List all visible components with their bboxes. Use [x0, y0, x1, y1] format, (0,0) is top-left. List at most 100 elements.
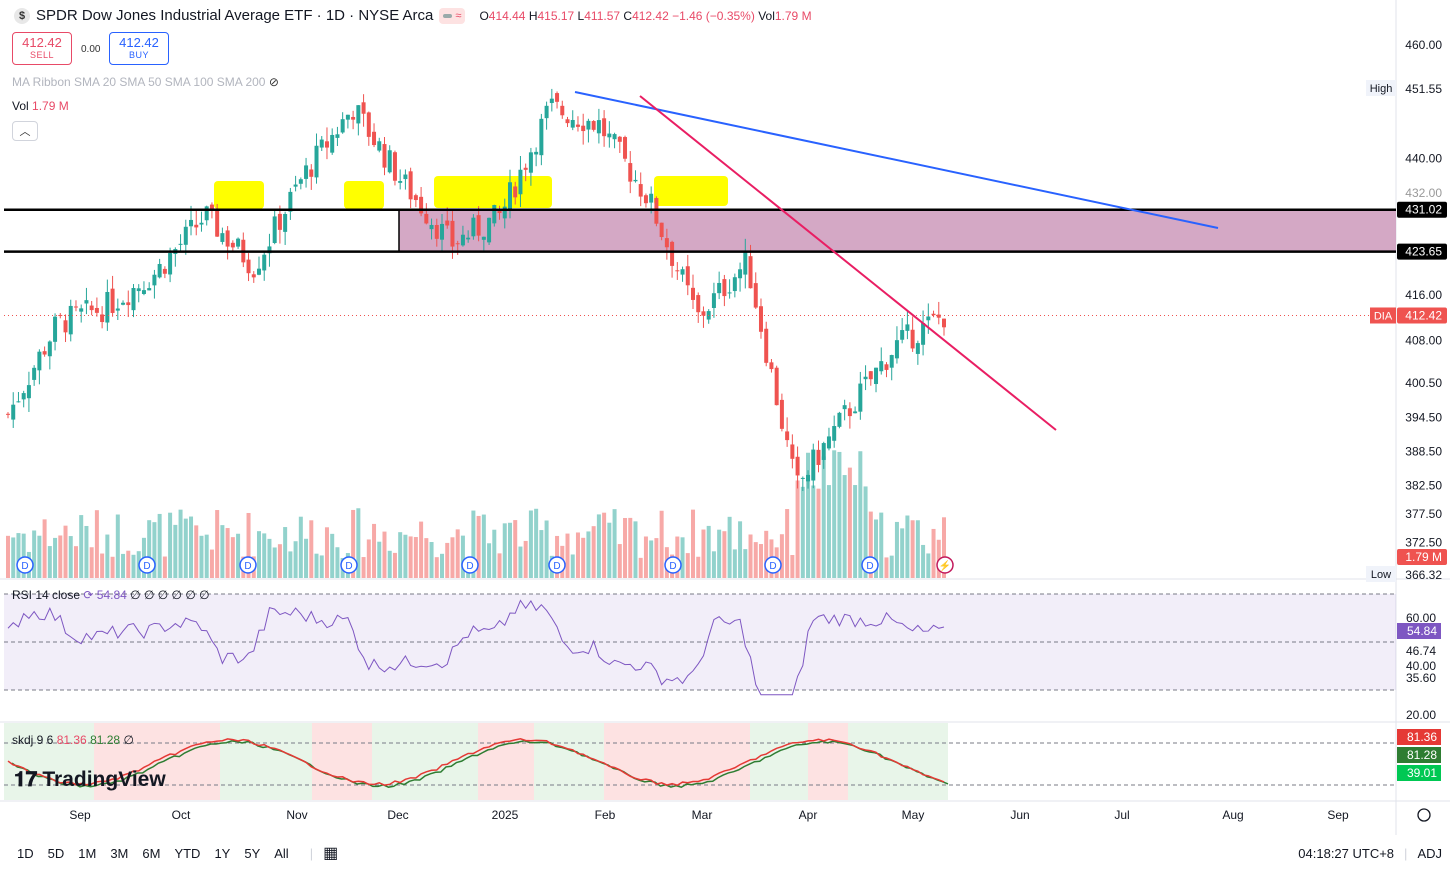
candle[interactable] [131, 287, 136, 311]
candle[interactable] [502, 206, 507, 219]
candle[interactable] [319, 139, 324, 148]
candle[interactable] [6, 413, 10, 415]
candle[interactable] [157, 263, 162, 278]
skdj-legend[interactable]: skdj 9 6 81.36 81.28 ∅ [12, 733, 134, 747]
candle[interactable] [141, 290, 146, 294]
candle[interactable] [424, 213, 429, 224]
dividend-marker[interactable] [340, 556, 358, 574]
candle[interactable] [727, 292, 732, 294]
candle[interactable] [450, 220, 455, 247]
candle[interactable] [11, 404, 16, 420]
range-button-1m[interactable]: 1M [78, 845, 97, 861]
candle[interactable] [884, 364, 889, 370]
candle[interactable] [701, 311, 706, 316]
ma-ribbon-legend[interactable]: MA Ribbon SMA 20 SMA 50 SMA 100 SMA 200 … [12, 75, 279, 89]
candle[interactable] [79, 308, 84, 312]
candle[interactable] [230, 242, 235, 248]
candle[interactable] [936, 314, 941, 318]
candle[interactable] [507, 182, 512, 209]
candle[interactable] [434, 224, 439, 239]
candle[interactable] [758, 306, 763, 332]
candle[interactable] [539, 118, 544, 156]
candle[interactable] [413, 195, 418, 201]
candle[interactable] [471, 217, 476, 237]
candle[interactable] [293, 184, 298, 187]
settings-gear-icon[interactable] [1417, 808, 1431, 822]
candle[interactable] [476, 215, 481, 236]
dividend-marker[interactable] [138, 556, 156, 574]
candle[interactable] [879, 361, 884, 372]
resistance-zone[interactable] [399, 209, 1396, 252]
candle[interactable] [795, 456, 800, 476]
candle[interactable] [340, 119, 345, 133]
candle[interactable] [387, 150, 392, 173]
rsi-line[interactable] [7, 599, 945, 696]
candle[interactable] [335, 134, 340, 138]
indicator-toggle-pill[interactable]: ≈ [439, 7, 466, 24]
candle[interactable] [84, 300, 89, 304]
candle[interactable] [105, 291, 110, 323]
candle[interactable] [628, 163, 633, 182]
candle[interactable] [288, 191, 293, 212]
highlight-box[interactable] [214, 181, 264, 209]
candle[interactable] [225, 230, 230, 247]
candle[interactable] [73, 306, 78, 308]
candle[interactable] [889, 355, 894, 368]
candle[interactable] [764, 328, 769, 363]
buy-button[interactable]: 412.42 BUY [109, 32, 169, 65]
candle[interactable] [267, 246, 272, 254]
range-button-all[interactable]: All [274, 845, 289, 861]
candle[interactable] [779, 399, 784, 429]
candle[interactable] [63, 320, 68, 333]
dividend-marker[interactable] [664, 556, 682, 574]
lightning-marker[interactable] [936, 556, 954, 574]
candle[interactable] [900, 330, 905, 340]
candle[interactable] [659, 222, 664, 238]
candle[interactable] [837, 412, 842, 427]
candle[interactable] [633, 179, 638, 182]
candle[interactable] [419, 196, 424, 214]
candle[interactable] [738, 269, 743, 279]
range-button-6m[interactable]: 6M [142, 845, 161, 861]
candle[interactable] [298, 179, 303, 184]
candle[interactable] [743, 250, 748, 275]
price-chart[interactable]: D D D D D D D D D ⚡ 460.00 440.00 416.00 408.00 400.50… [0, 0, 1450, 835]
candle[interactable] [272, 216, 277, 243]
calendar-icon[interactable]: ▦ [323, 845, 339, 862]
candle[interactable] [602, 118, 607, 137]
candle[interactable] [136, 288, 141, 292]
candle[interactable] [617, 136, 622, 142]
candle[interactable] [722, 279, 727, 297]
candle[interactable] [863, 376, 868, 380]
highlight-box[interactable] [434, 176, 552, 208]
candle[interactable] [455, 243, 460, 245]
candle[interactable] [847, 408, 852, 417]
candle[interactable] [377, 141, 382, 151]
candle[interactable] [894, 340, 899, 359]
candle[interactable] [643, 195, 648, 204]
sell-button[interactable]: 412.42 SELL [12, 32, 72, 65]
candle[interactable] [732, 277, 737, 292]
candle[interactable] [277, 213, 282, 230]
candle[interactable] [199, 222, 204, 225]
candle[interactable] [16, 401, 21, 403]
candle[interactable] [366, 112, 371, 137]
candle[interactable] [345, 114, 350, 120]
range-button-1d[interactable]: 1D [17, 845, 34, 861]
dividend-marker[interactable] [239, 556, 257, 574]
candle[interactable] [392, 152, 397, 181]
candle[interactable] [398, 181, 403, 183]
candle[interactable] [497, 209, 502, 214]
candle[interactable] [204, 206, 209, 221]
candle[interactable] [868, 371, 873, 380]
candle[interactable] [481, 236, 486, 240]
candle[interactable] [460, 234, 465, 246]
candle[interactable] [607, 133, 612, 138]
candle[interactable] [565, 119, 570, 124]
candle[interactable] [926, 316, 931, 321]
candle[interactable] [670, 241, 675, 266]
candle[interactable] [94, 307, 99, 313]
highlight-box[interactable] [654, 176, 728, 206]
candle[interactable] [717, 282, 722, 294]
candle[interactable] [915, 343, 920, 354]
